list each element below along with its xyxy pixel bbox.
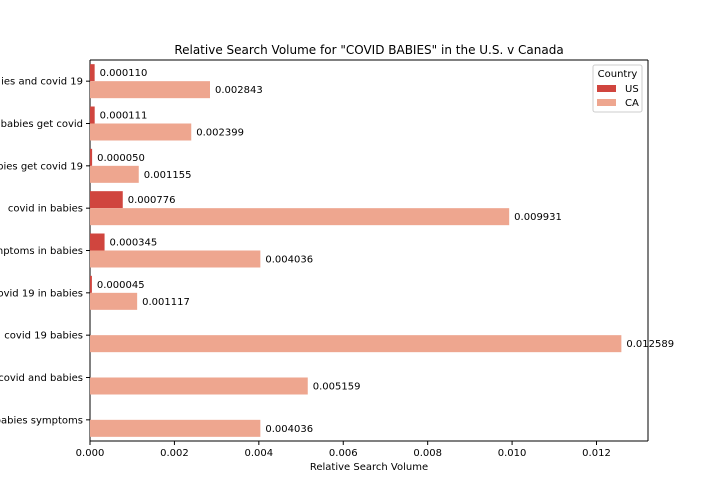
y-tick-label: nptoms in babies — [0, 246, 83, 257]
y-tick-label: covid in babies — [8, 204, 83, 215]
x-tick-label: 0.012 — [582, 448, 611, 459]
bar-us — [90, 64, 95, 82]
bar-us — [90, 275, 92, 293]
bar-ca — [90, 377, 308, 395]
x-axis-title: Relative Search Volume — [310, 462, 428, 473]
data-label: 0.000050 — [97, 153, 145, 164]
bar-us — [90, 191, 123, 209]
x-tick-label: 0.008 — [413, 448, 442, 459]
x-tick-label: 0.006 — [329, 448, 358, 459]
plot-area: 0.000 0.002 0.004 0.006 0.008 0.010 0.012 ies a… — [0, 59, 674, 459]
x-tick-label: 0.000 — [76, 448, 105, 459]
data-label: 0.000110 — [100, 68, 148, 79]
data-label: 0.009931 — [514, 212, 562, 223]
bar-us — [90, 233, 105, 251]
legend-label-us: US — [625, 84, 639, 95]
y-tick-label: ovid 19 in babies — [0, 288, 83, 299]
data-label: 0.012589 — [626, 339, 674, 350]
y-tick-label: covid 19 babies — [4, 331, 83, 342]
y-tick-label: ies and covid 19 — [1, 77, 83, 88]
y-tick-label: covid and babies — [0, 373, 83, 384]
data-label: 0.000776 — [128, 195, 176, 206]
legend-title: Country — [598, 69, 638, 80]
chart-title: Relative Search Volume for "COVID BABIES… — [174, 43, 563, 57]
x-tick-label: 0.010 — [498, 448, 527, 459]
x-tick-label: 0.004 — [245, 448, 274, 459]
bar-ca — [90, 292, 138, 310]
data-label: 0.002399 — [196, 128, 244, 139]
x-tick-label: 0.002 — [160, 448, 189, 459]
legend-swatch-us — [597, 85, 616, 92]
bar-us — [90, 148, 93, 166]
bar-ca — [90, 250, 261, 268]
y-tick-label: bies get covid 19 — [0, 161, 83, 172]
data-label: 0.000111 — [100, 111, 148, 122]
data-label: 0.004036 — [265, 424, 313, 435]
bar-ca — [90, 419, 261, 437]
bar-ca — [90, 123, 192, 141]
y-tick-label: babies get covid — [1, 119, 83, 130]
bar-ca — [90, 81, 210, 99]
legend-label-ca: CA — [625, 98, 639, 109]
data-label: 0.001155 — [144, 170, 192, 181]
bar-ca — [90, 165, 139, 183]
data-label: 0.000345 — [110, 238, 158, 249]
data-label: 0.000045 — [97, 280, 145, 291]
data-label: 0.004036 — [265, 255, 313, 266]
y-tick-label: babies symptoms — [0, 415, 83, 426]
bar-ca — [90, 208, 510, 226]
data-label: 0.005159 — [313, 382, 361, 393]
bar-us — [90, 106, 95, 124]
legend-swatch-ca — [597, 99, 616, 106]
bar-ca — [90, 335, 622, 353]
data-label: 0.002843 — [215, 85, 263, 96]
data-label: 0.001117 — [142, 297, 190, 308]
